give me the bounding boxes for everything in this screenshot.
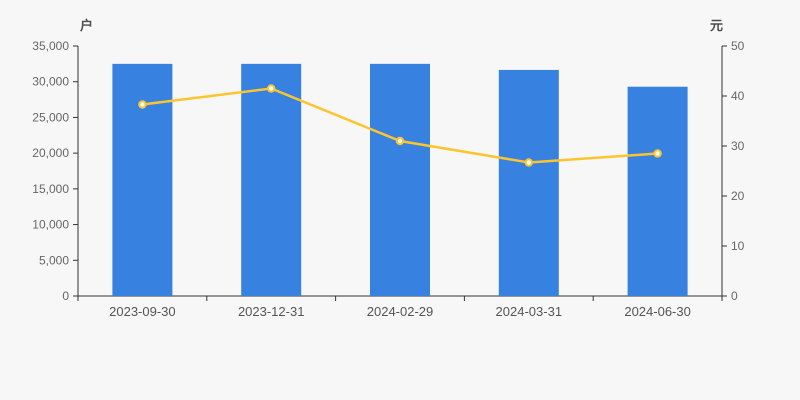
right-axis-tick-label: 50 — [731, 39, 745, 53]
right-axis-title: 元 — [709, 18, 723, 33]
line-point-2024-03-31[interactable] — [524, 158, 533, 167]
left-axis-tick-label: 35,000 — [32, 39, 69, 53]
bar-2023-12-31[interactable] — [241, 63, 302, 296]
left-axis-tick-label: 0 — [62, 289, 69, 303]
right-axis-tick-label: 20 — [731, 189, 745, 203]
left-axis-tick-label: 10,000 — [32, 218, 69, 232]
x-axis-category-label: 2023-09-30 — [109, 304, 176, 319]
x-axis-category-label: 2024-03-31 — [496, 304, 563, 319]
x-axis-category-label: 2023-12-31 — [238, 304, 305, 319]
bar-2024-02-29[interactable] — [370, 63, 430, 296]
line-point-2024-02-29[interactable] — [395, 136, 405, 146]
left-axis-tick-label: 25,000 — [32, 110, 69, 124]
left-axis-tick-label: 20,000 — [32, 146, 69, 160]
line-point-2023-12-31[interactable] — [267, 84, 276, 93]
left-axis-tick-label: 30,000 — [32, 75, 69, 89]
left-axis-tick-label: 5,000 — [39, 253, 69, 267]
right-axis-tick-label: 10 — [731, 239, 745, 253]
left-axis-title: 户 — [80, 18, 94, 33]
bar-2024-06-30[interactable] — [627, 86, 688, 296]
bar-2023-09-30[interactable] — [112, 63, 173, 296]
right-axis-tick-label: 30 — [731, 139, 745, 153]
right-axis-tick-label: 40 — [731, 89, 745, 103]
bar-2024-03-31[interactable] — [498, 69, 559, 296]
x-axis-category-label: 2024-06-30 — [624, 304, 691, 319]
line-point-2024-06-30[interactable] — [653, 149, 662, 158]
line-point-2023-09-30[interactable] — [138, 100, 147, 109]
right-axis-tick-label: 0 — [731, 289, 738, 303]
left-axis-tick-label: 15,000 — [32, 182, 69, 196]
x-axis-category-label: 2024-02-29 — [367, 304, 434, 319]
